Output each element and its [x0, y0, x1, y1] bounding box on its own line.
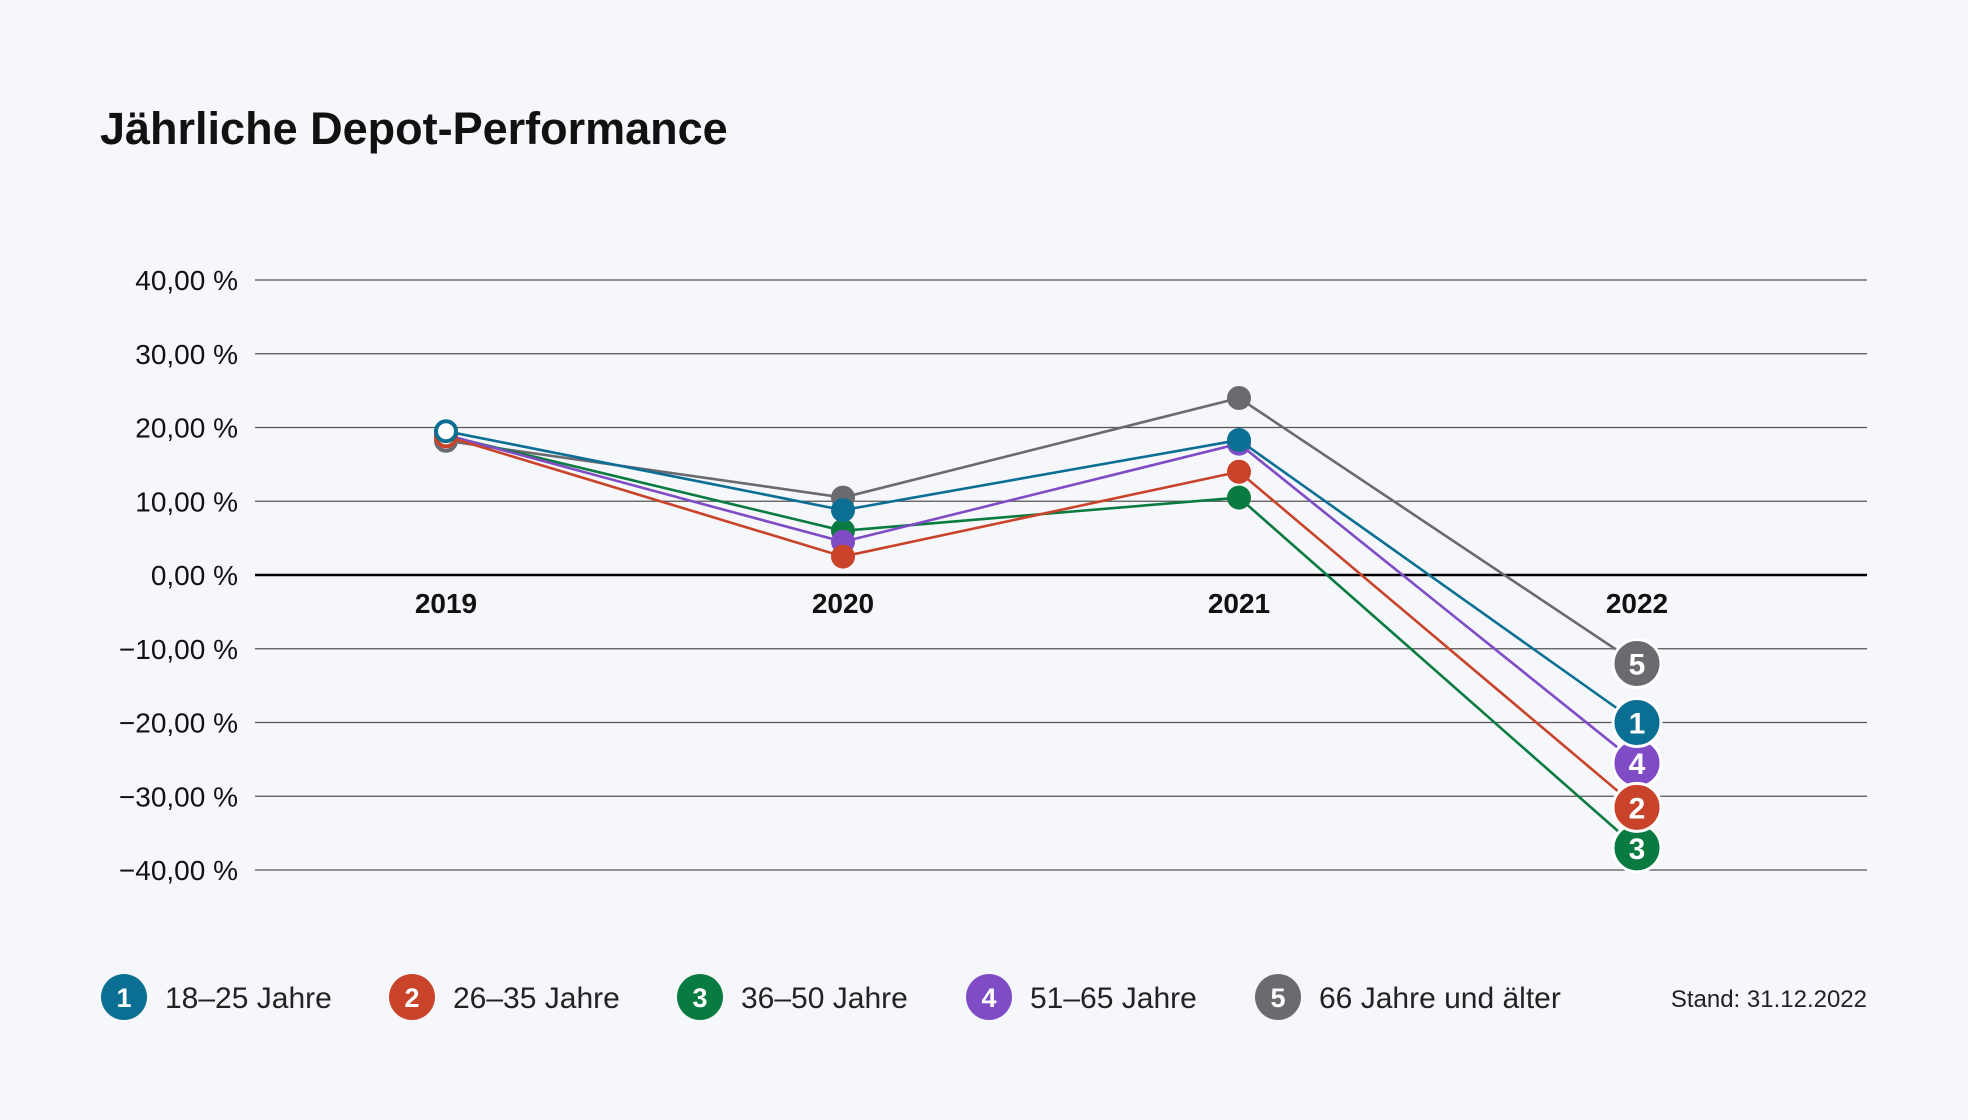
end-marker-label: 2 [1629, 792, 1646, 825]
y-tick-label: 0,00 % [151, 560, 238, 591]
legend-badge-number: 4 [981, 983, 996, 1013]
y-tick-label: 40,00 % [135, 265, 238, 296]
legend-badge-number: 2 [404, 983, 419, 1013]
y-tick-label: −20,00 % [119, 708, 238, 739]
end-marker-label: 5 [1629, 649, 1646, 682]
y-tick-label: 10,00 % [135, 486, 238, 517]
chart-title: Jährliche Depot-Performance [100, 103, 728, 154]
data-point [1227, 485, 1251, 510]
gridlines [255, 279, 1867, 871]
stand-date: Stand: 31.12.2022 [1671, 986, 1867, 1013]
series-line [445, 433, 1638, 765]
legend-item-1: 1 18–25 Jahre [101, 974, 332, 1020]
end-marker-2: 2 [1611, 781, 1663, 833]
series-line [445, 434, 1638, 849]
legend: 1 18–25 Jahre 2 26–35 Jahre 3 36–50 Jahre 4 51–… [101, 974, 1561, 1020]
series-lines: 5 3 4 2 1 [434, 386, 1663, 874]
legend-badge [101, 974, 147, 1020]
data-point [434, 419, 458, 444]
end-marker-label: 3 [1629, 833, 1646, 866]
end-marker-1: 1 [1611, 697, 1663, 748]
legend-badge [1255, 974, 1301, 1020]
series-line [445, 429, 1638, 724]
x-tick-label: 2021 [1208, 588, 1270, 619]
x-axis-ticks: 2019 2020 2021 2022 [415, 588, 1668, 619]
end-marker [1611, 638, 1663, 689]
legend-badge [389, 974, 435, 1020]
series-2 [434, 424, 1638, 809]
y-tick-label: −30,00 % [119, 781, 238, 812]
legend-badge [966, 974, 1012, 1020]
series-line [445, 396, 1638, 665]
legend-label: 36–50 Jahre [741, 982, 908, 1015]
data-point [1227, 428, 1251, 453]
y-axis-ticks: 40,00 % 30,00 % 20,00 % 10,00 % 0,00 % −10,00… [119, 265, 238, 886]
legend-item-3: 3 36–50 Jahre [677, 974, 908, 1020]
end-marker [1611, 781, 1663, 833]
y-tick-label: 30,00 % [135, 339, 238, 370]
data-point [831, 498, 855, 523]
x-tick-label: 2020 [812, 588, 874, 619]
data-point [1227, 386, 1251, 410]
legend-label: 26–35 Jahre [453, 982, 620, 1015]
legend-item-2: 2 26–35 Jahre [389, 974, 620, 1020]
series-1 [434, 419, 1638, 724]
data-point [1227, 459, 1251, 484]
data-point [831, 544, 855, 569]
end-marker-label: 1 [1629, 708, 1646, 741]
x-tick-label: 2022 [1606, 588, 1668, 619]
end-marker-label: 4 [1629, 748, 1646, 781]
y-tick-label: −10,00 % [119, 634, 238, 665]
legend-label: 51–65 Jahre [1030, 982, 1197, 1015]
legend-badge-number: 3 [692, 983, 707, 1013]
end-marker-4: 4 [1611, 737, 1663, 789]
y-tick-label: 20,00 % [135, 413, 238, 444]
y-tick-label: −40,00 % [119, 855, 238, 886]
legend-item-5: 5 66 Jahre und älter [1255, 974, 1561, 1020]
series-line [445, 435, 1638, 809]
legend-label: 66 Jahre und älter [1319, 982, 1561, 1015]
legend-item-4: 4 51–65 Jahre [966, 974, 1197, 1020]
legend-badge-number: 1 [116, 983, 131, 1013]
legend-label: 18–25 Jahre [165, 982, 332, 1015]
legend-badge-number: 5 [1270, 983, 1285, 1013]
legend-badge [677, 974, 723, 1020]
end-marker [1611, 697, 1663, 748]
end-marker-5: 5 [1611, 638, 1663, 689]
x-tick-label: 2019 [415, 588, 477, 619]
